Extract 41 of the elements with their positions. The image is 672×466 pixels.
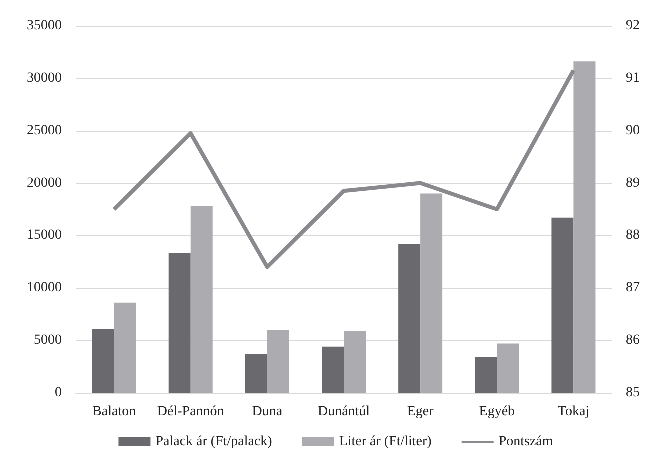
- bar: [168, 254, 191, 393]
- y2-tick-label: 90: [626, 123, 640, 138]
- y2-tick-label: 89: [626, 176, 640, 191]
- bar: [574, 62, 596, 393]
- legend-label: Liter ár (Ft/liter): [339, 434, 432, 450]
- bar: [92, 329, 114, 393]
- y-tick-label: 25000: [27, 123, 62, 138]
- y2-tick-label: 87: [626, 280, 640, 296]
- bar: [552, 218, 574, 393]
- y2-tick-label: 85: [626, 386, 640, 400]
- y-tick-label: 35000: [27, 18, 62, 34]
- y-tick-label: 0: [55, 386, 62, 400]
- legend-label: Palack ár (Ft/palack): [156, 434, 273, 450]
- bar: [420, 194, 443, 393]
- legend-label: Pontszám: [498, 434, 554, 450]
- x-tick-label: Egyéb: [479, 404, 516, 420]
- bar: [190, 206, 213, 393]
- bar: [475, 357, 498, 393]
- y2-tick-label: 86: [626, 333, 640, 348]
- y-tick-label: 10000: [27, 280, 62, 296]
- x-tick-label: Dél-Pannón: [157, 404, 224, 420]
- y-tick-label: 15000: [27, 228, 62, 244]
- y2-tick-label: 92: [626, 18, 640, 34]
- x-tick-label: Balaton: [92, 404, 136, 420]
- y-tick-label: 20000: [27, 176, 62, 191]
- bar: [267, 330, 290, 393]
- x-tick-label: Duna: [252, 404, 284, 420]
- y2-tick-label: 91: [626, 70, 640, 86]
- x-tick-label: Eger: [407, 404, 434, 420]
- bar: [344, 331, 366, 393]
- y-tick-label: 5000: [34, 333, 62, 348]
- line-series: [112, 68, 576, 270]
- bar: [497, 344, 520, 393]
- bar: [398, 244, 421, 393]
- y-tick-label: 30000: [27, 70, 62, 86]
- bar: [114, 302, 136, 393]
- x-tick-label: Tokaj: [558, 404, 590, 420]
- x-tick-label: Dunántúl: [318, 404, 370, 420]
- bar: [322, 346, 344, 393]
- y2-tick-label: 88: [626, 228, 640, 244]
- bar: [245, 354, 268, 393]
